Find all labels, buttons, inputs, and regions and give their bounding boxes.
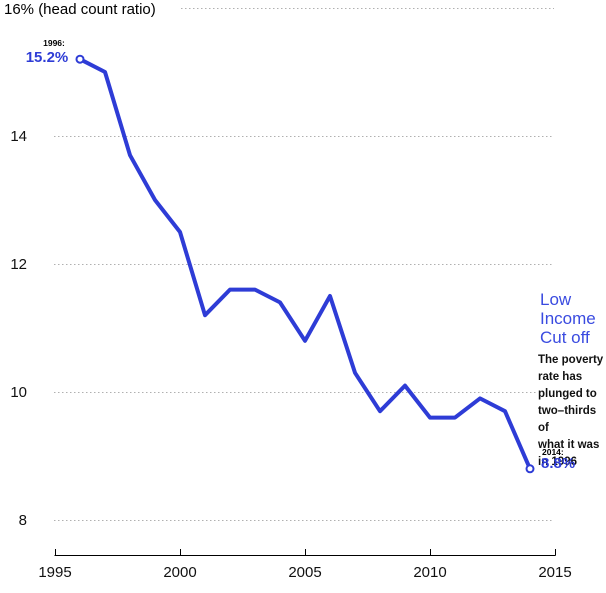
end-point-value-label: 8.8% [541, 455, 576, 472]
start-point-marker [75, 54, 85, 64]
y-tick-label-10: 10 [10, 384, 27, 401]
x-tick-label-1995: 1995 [38, 564, 72, 581]
y-tick-label-8: 8 [18, 512, 27, 529]
annotation-note: The poverty rate has plunged to two–thir… [538, 352, 606, 471]
series-name-label: Low Income Cut off [540, 290, 596, 347]
y-tick-label-12: 12 [10, 256, 27, 273]
start-point-year-label: 1996: [43, 38, 65, 48]
y-tick-label-14: 14 [10, 128, 27, 145]
start-point-value-label: 15.2% [25, 49, 69, 66]
x-tick-label-2005: 2005 [288, 564, 322, 581]
x-tick-label-2010: 2010 [413, 564, 447, 581]
x-tick-label-2015: 2015 [538, 564, 572, 581]
end-point-year-label: 2014: [542, 447, 564, 457]
end-point-marker [525, 464, 535, 474]
poverty-rate-line [79, 57, 532, 470]
x-tick-label-2000: 2000 [163, 564, 197, 581]
chart-title: 16% (head count ratio) [4, 1, 156, 18]
